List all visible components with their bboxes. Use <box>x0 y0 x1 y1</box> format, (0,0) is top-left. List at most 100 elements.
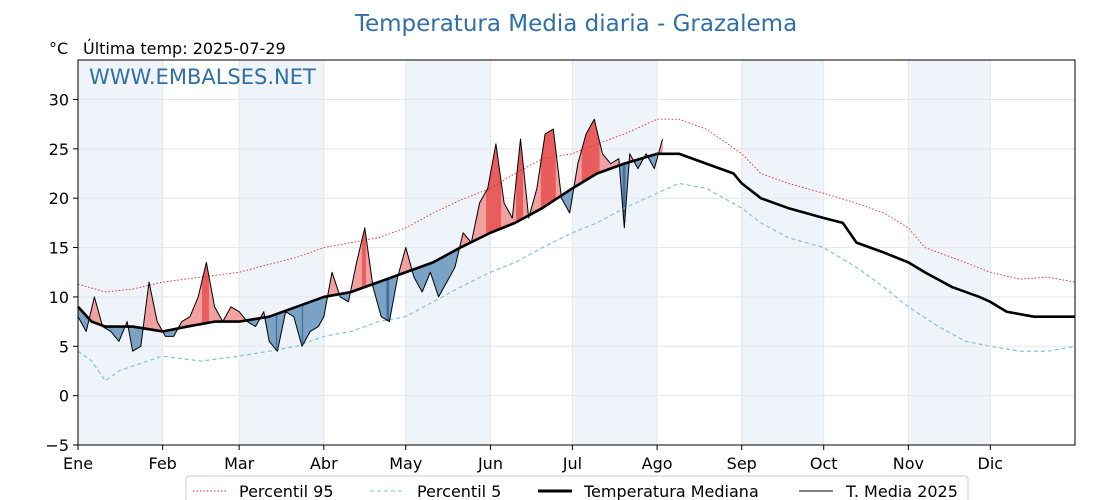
x-tick-label-sep: Sep <box>727 454 757 473</box>
y-tick-label: 5 <box>59 337 69 356</box>
month-shade-mar <box>239 60 324 445</box>
above-median-fill <box>503 203 506 228</box>
below-median-fill <box>442 256 445 290</box>
above-median-fill <box>547 131 550 205</box>
month-shade-jul <box>572 60 658 445</box>
above-median-fill <box>237 310 240 322</box>
below-median-fill <box>445 254 447 285</box>
below-median-fill <box>449 252 452 278</box>
above-median-fill <box>236 309 238 322</box>
below-median-fill <box>301 304 304 348</box>
below-median-fill <box>382 279 385 319</box>
above-median-fill <box>589 124 592 178</box>
above-median-fill <box>603 154 606 172</box>
below-median-fill <box>273 314 275 349</box>
above-median-fill <box>602 153 605 172</box>
above-median-fill <box>196 296 199 326</box>
legend-label-median: Temperatura Mediana <box>583 482 759 500</box>
chart-title: Temperatura Media diaria - Grazalema <box>354 11 797 37</box>
x-tick-label-jul: Jul <box>562 454 582 473</box>
below-median-fill <box>300 304 303 347</box>
above-median-fill <box>592 119 595 177</box>
month-shading <box>78 60 991 445</box>
below-median-fill <box>309 301 312 332</box>
below-median-fill <box>137 327 140 349</box>
legend: Percentil 95 Percentil 5 Temperatura Med… <box>185 475 969 500</box>
below-median-fill <box>319 297 322 325</box>
above-median-fill <box>546 132 549 206</box>
below-median-fill <box>132 326 135 352</box>
above-median-fill <box>479 199 482 239</box>
y-tick-label: −5 <box>45 436 69 455</box>
above-median-fill <box>492 151 495 232</box>
below-median-fill <box>311 300 314 332</box>
below-median-fill <box>443 255 446 288</box>
above-median-fill <box>550 129 553 204</box>
below-median-fill <box>133 326 136 351</box>
above-median-fill <box>495 143 498 231</box>
below-median-fill <box>446 253 449 283</box>
legend-box <box>185 475 969 500</box>
above-median-fill <box>551 128 554 203</box>
above-median-fill <box>585 130 588 181</box>
below-median-fill <box>274 313 277 351</box>
above-median-fill <box>234 308 237 322</box>
last-temp-subtitle: Última temp: 2025-07-29 <box>83 39 286 58</box>
above-median-fill <box>482 194 484 238</box>
above-median-fill <box>588 125 591 179</box>
below-median-fill <box>381 280 383 318</box>
below-median-fill <box>275 313 278 352</box>
below-median-fill <box>387 277 390 322</box>
month-shade-sep <box>741 60 824 445</box>
below-median-fill <box>136 326 139 350</box>
below-median-fill <box>316 298 319 328</box>
above-median-fill <box>548 130 551 204</box>
below-median-fill <box>383 279 386 320</box>
above-median-fill <box>591 120 594 178</box>
legend-label-p95: Percentil 95 <box>239 482 334 500</box>
x-tick-label-dic: Dic <box>978 454 1004 473</box>
below-median-fill <box>270 315 273 346</box>
month-shade-nov <box>908 60 991 445</box>
x-tick-label-feb: Feb <box>149 454 177 473</box>
below-median-fill <box>318 298 320 328</box>
below-median-fill <box>320 297 323 323</box>
below-median-fill <box>312 300 315 331</box>
x-tick-label-nov: Nov <box>893 454 924 473</box>
y-tick-label: 30 <box>49 90 69 109</box>
below-median-fill <box>269 315 271 344</box>
below-median-fill <box>305 302 308 340</box>
below-median-fill <box>303 303 305 345</box>
above-median-fill <box>583 138 585 183</box>
plot-frame <box>77 59 1076 446</box>
series-lines <box>77 118 1076 382</box>
median-line <box>77 152 1075 333</box>
x-tick-label-ene: Ene <box>63 454 93 473</box>
above-median-fill <box>544 132 547 207</box>
below-median-fill <box>386 278 389 322</box>
below-median-fill <box>308 301 311 335</box>
below-median-fill <box>307 302 310 337</box>
above-median-fill <box>584 133 587 182</box>
above-median-fill <box>480 198 483 238</box>
above-median-fill <box>232 307 234 322</box>
above-median-fill <box>505 204 508 228</box>
x-tick-label-mar: Mar <box>224 454 255 473</box>
percentile-95-line <box>77 118 1076 293</box>
below-median-fill <box>420 266 423 293</box>
below-median-fill <box>450 251 453 276</box>
above-median-fill <box>360 239 363 289</box>
below-median-fill <box>441 256 443 293</box>
above-median-fill <box>486 187 488 236</box>
month-shade-ene <box>78 60 163 445</box>
above-median-fill <box>490 166 493 234</box>
y-tick-label: 15 <box>49 239 69 258</box>
above-median-fill <box>363 227 366 288</box>
above-median-fill <box>203 268 206 324</box>
month-shade-may <box>405 60 491 445</box>
watermark-text: WWW.EMBALSES.NET <box>89 65 316 89</box>
legend-label-2025: T. Media 2025 <box>845 482 958 500</box>
below-median-fill <box>447 253 450 280</box>
above-median-fill <box>491 158 494 233</box>
